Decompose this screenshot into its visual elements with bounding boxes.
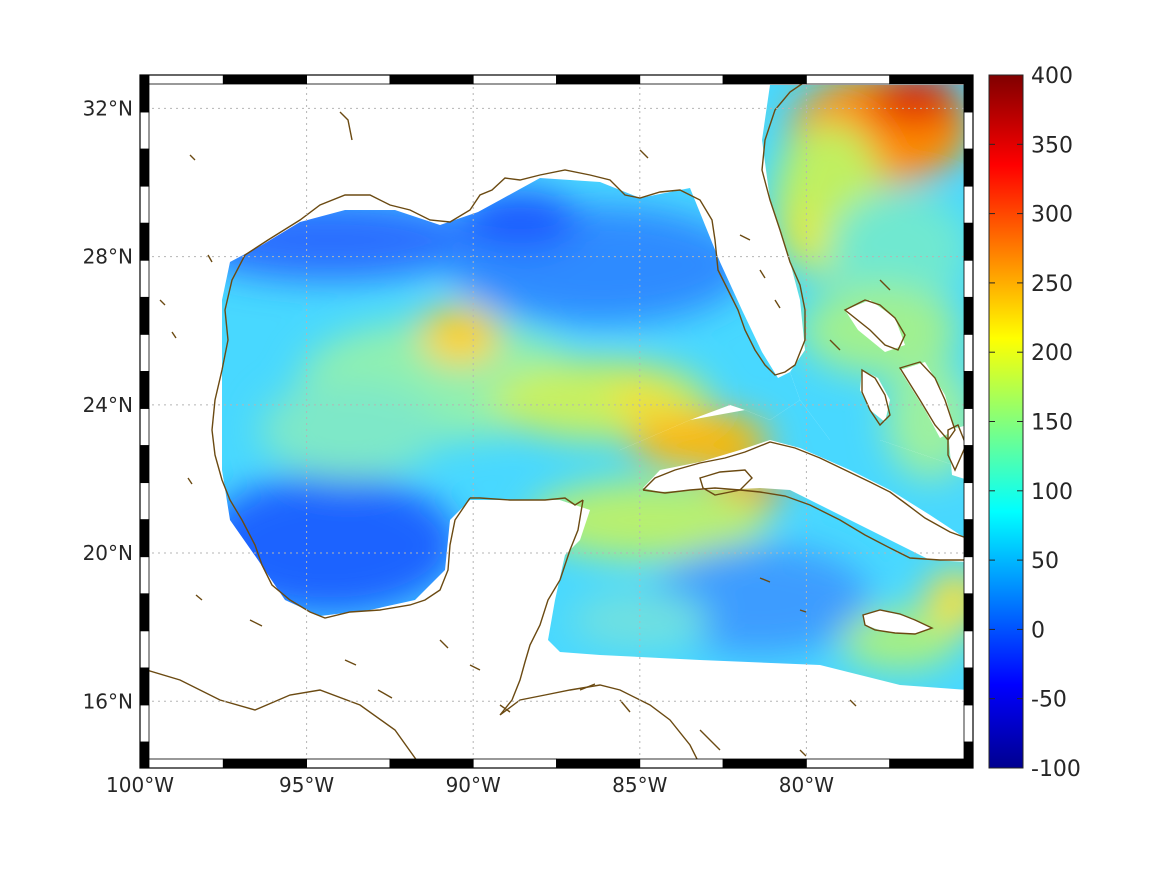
frame-segment-right xyxy=(963,334,974,372)
frame-segment-top xyxy=(306,74,391,85)
frame-segment-left xyxy=(139,111,150,150)
frame-segment-top xyxy=(722,74,807,85)
frame-segment-left xyxy=(139,741,150,769)
frame-segment-left xyxy=(139,185,150,224)
frame-segment-left xyxy=(139,296,150,335)
lon-tick-label: 85°W xyxy=(612,773,667,797)
lon-tick-label: 100°W xyxy=(106,773,174,797)
frame-segment-left xyxy=(139,519,150,558)
frame-segment-right xyxy=(963,185,974,224)
colorbar-tick-label: 50 xyxy=(1031,549,1059,574)
frame-segment-right xyxy=(963,519,974,558)
colorbar-ticks: 400 350 300 250 200 150 100 50 0 -50 -100 xyxy=(989,64,1081,782)
frame-segment-top xyxy=(389,74,474,85)
frame-segment-left xyxy=(139,593,150,632)
colorbar-tick-label: -50 xyxy=(1031,688,1067,713)
lon-tick-label: 90°W xyxy=(446,773,501,797)
colorbar-tick-label: 300 xyxy=(1031,203,1073,228)
frame-segment-right xyxy=(963,445,974,484)
small-islands xyxy=(159,111,857,757)
lon-tick-labels: 100°W 95°W 90°W 85°W 80°W xyxy=(106,773,834,797)
lat-tick-label: 28°N xyxy=(83,245,133,269)
lat-tick-label: 16°N xyxy=(83,689,133,713)
frame-segment-right xyxy=(963,667,974,706)
frame-segment-right xyxy=(963,741,974,769)
frame-segment-right xyxy=(963,630,974,669)
frame-segment-top xyxy=(222,74,308,85)
frame-segment-bottom xyxy=(306,758,391,769)
frame-segment-right xyxy=(963,259,974,298)
frame-segment-bottom xyxy=(222,758,308,769)
frame-segment-top xyxy=(139,74,224,85)
cuba-coastline xyxy=(642,441,973,561)
graticule xyxy=(140,75,973,768)
colorbar-tick-label: 150 xyxy=(1031,411,1073,436)
colorbar-tick-label: 250 xyxy=(1031,272,1073,297)
frame-segment-left xyxy=(139,334,150,372)
frame-segment-left xyxy=(139,259,150,298)
lat-tick-label: 24°N xyxy=(83,393,133,417)
frame-segment-left xyxy=(139,482,150,521)
frame-segment-right xyxy=(963,222,974,261)
colorbar-tick-label: -100 xyxy=(1031,757,1081,782)
frame-segment-bottom xyxy=(139,758,224,769)
frame-segment-top xyxy=(639,74,724,85)
frame-segment-right xyxy=(963,593,974,632)
frame-segment-bottom xyxy=(472,758,557,769)
lat-tick-label: 20°N xyxy=(83,541,133,565)
gulf-coastline xyxy=(140,75,816,766)
data-field xyxy=(140,75,973,768)
colorbar-tick-label: 350 xyxy=(1031,133,1073,158)
frame-segment-bottom xyxy=(722,758,807,769)
frame-segment-right xyxy=(963,408,974,446)
frame-segment-bottom xyxy=(889,758,974,769)
frame-segment-right xyxy=(963,148,974,187)
frame-outline xyxy=(139,74,974,769)
frame-segment-bottom xyxy=(806,758,891,769)
frame-segment-right xyxy=(963,556,974,595)
lon-tick-label: 80°W xyxy=(779,773,834,797)
frame-segment-left xyxy=(139,667,150,706)
frame-segment-right xyxy=(963,111,974,150)
frame-segment-left xyxy=(139,445,150,484)
isle-of-youth-coastline xyxy=(699,469,753,496)
colorbar-tick-label: 400 xyxy=(1031,64,1073,89)
frame-segment-right xyxy=(963,371,974,409)
colorbar: 400 350 300 250 200 150 100 50 0 -50 -100 xyxy=(988,64,1081,782)
map-frame xyxy=(139,74,974,769)
frame-segment-top xyxy=(472,74,557,85)
colorbar-tick-label: 100 xyxy=(1031,480,1073,505)
frame-segment-right xyxy=(963,296,974,335)
lat-tick-labels: 32°N 28°N 24°N 20°N 16°N xyxy=(83,96,133,713)
frame-segment-right xyxy=(963,704,974,743)
frame-segment-bottom xyxy=(389,758,474,769)
frame-segment-top xyxy=(806,74,891,85)
frame-segment-bottom xyxy=(639,758,724,769)
frame-segment-bottom xyxy=(556,758,641,769)
frame-segment-top xyxy=(889,74,974,85)
jamaica-coastline xyxy=(862,609,934,635)
frame-segment-left xyxy=(139,148,150,187)
lat-tick-label: 32°N xyxy=(83,96,133,120)
coastlines xyxy=(140,75,973,766)
frame-segment-left xyxy=(139,630,150,669)
frame-segment-left xyxy=(139,74,150,113)
lon-tick-label: 95°W xyxy=(279,773,334,797)
frame-segment-left xyxy=(139,371,150,409)
bahamas-coastline xyxy=(829,279,967,472)
colorbar-tick-label: 0 xyxy=(1031,618,1045,643)
frame-segment-right xyxy=(963,74,974,113)
frame-segment-left xyxy=(139,408,150,446)
frame-segment-left xyxy=(139,556,150,595)
frame-segment-left xyxy=(139,704,150,743)
frame-segment-right xyxy=(963,482,974,521)
colorbar-tick-label: 200 xyxy=(1031,341,1073,366)
frame-segment-top xyxy=(556,74,641,85)
frame-segment-left xyxy=(139,222,150,261)
